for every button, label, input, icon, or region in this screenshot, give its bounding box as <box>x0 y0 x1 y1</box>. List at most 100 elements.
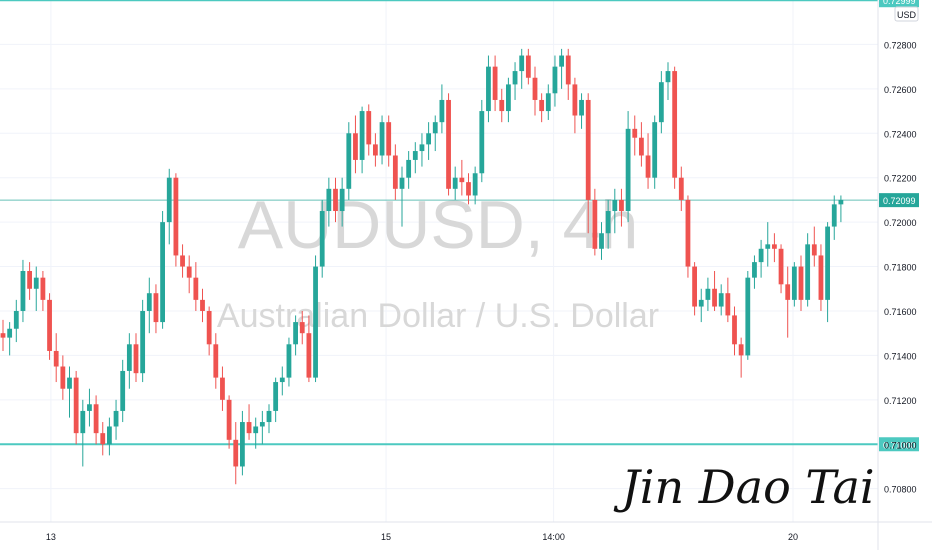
candle <box>678 166 684 212</box>
price-axis[interactable]: 0.70800 0.71000 0.71200 0.71400 0.71600 0.718… <box>877 0 917 550</box>
currency-badge-group[interactable]: USD <box>894 6 919 22</box>
candle-body <box>545 93 551 112</box>
candle-body <box>40 277 46 300</box>
candle <box>126 333 132 389</box>
candle <box>133 333 139 383</box>
candle <box>220 366 225 411</box>
candle <box>240 410 245 476</box>
candle <box>506 77 511 123</box>
candle-body <box>652 122 658 178</box>
candle-body <box>785 284 791 300</box>
candle <box>286 337 292 387</box>
candle <box>87 388 92 427</box>
candle <box>80 399 86 467</box>
candle <box>100 422 106 456</box>
candle-body <box>439 99 445 123</box>
candle <box>333 177 338 223</box>
candle <box>818 244 824 311</box>
candle <box>712 270 717 311</box>
candle-body <box>259 422 265 427</box>
candle <box>386 115 392 167</box>
y-tick-label: 0.72600 <box>884 85 917 95</box>
candle <box>366 104 372 156</box>
candle <box>107 417 112 456</box>
candle-body <box>273 382 279 411</box>
candle <box>432 115 438 152</box>
candle <box>479 99 485 183</box>
candle-body <box>778 248 784 285</box>
candle <box>146 277 152 334</box>
candle-body <box>732 315 737 345</box>
candle-body <box>246 422 252 434</box>
signature-group: Jin Dao Tai <box>613 460 874 514</box>
candle <box>259 410 265 445</box>
candle-body <box>200 299 205 311</box>
candle-body <box>579 99 584 116</box>
candle <box>525 48 531 85</box>
candle-body <box>519 55 525 72</box>
candle-body <box>811 244 817 256</box>
candle-body <box>406 159 412 178</box>
candle-body <box>60 366 66 389</box>
candle-body <box>140 310 146 374</box>
candle-body <box>572 84 578 116</box>
level-price-label: 0.71000 <box>883 440 916 450</box>
signature: Jin Dao Tai <box>613 460 874 514</box>
candle <box>253 417 259 449</box>
candle-body <box>446 99 451 189</box>
candle <box>685 195 691 278</box>
candle <box>73 370 79 445</box>
candle-body <box>133 344 139 374</box>
candle <box>565 48 571 100</box>
candle-body <box>166 177 172 223</box>
candle <box>33 266 39 311</box>
candle <box>359 106 365 174</box>
candle <box>745 270 751 360</box>
candle <box>778 244 784 294</box>
candle-body <box>645 155 651 178</box>
candle-body <box>805 244 811 300</box>
time-axis[interactable]: 131514:00202214:00272914:002022514:00101… <box>0 521 932 542</box>
candle <box>738 337 744 378</box>
candle-body <box>565 55 571 85</box>
candle <box>785 266 791 338</box>
candle <box>772 233 777 263</box>
y-tick-label: 0.71400 <box>884 351 917 361</box>
candle <box>213 333 219 389</box>
candle-body <box>366 111 372 145</box>
candle <box>486 55 491 123</box>
level-price-tag <box>879 437 919 452</box>
candle <box>625 111 631 223</box>
candle-body <box>173 177 179 256</box>
candle <box>373 133 378 167</box>
candle-body <box>27 270 32 289</box>
candle-body <box>100 433 106 445</box>
candle-body <box>605 211 611 234</box>
candle-body <box>499 99 505 112</box>
candle <box>599 222 604 260</box>
candle <box>313 255 318 383</box>
candle-body <box>233 439 239 467</box>
candle-body <box>592 199 598 249</box>
candle-body <box>452 177 458 189</box>
candle <box>658 71 664 134</box>
candle <box>612 188 618 234</box>
currency-badge-frame[interactable] <box>894 6 919 22</box>
candle-body <box>552 66 558 94</box>
candle-body <box>180 255 185 267</box>
candle-body <box>718 293 724 307</box>
candle <box>113 399 119 440</box>
candle <box>472 166 478 205</box>
candle-body <box>585 99 591 200</box>
candle-body <box>745 277 751 356</box>
candle-body <box>186 266 192 278</box>
candle <box>811 226 817 267</box>
candle <box>539 93 545 123</box>
candle-body <box>7 328 13 338</box>
candle-body <box>0 333 6 338</box>
candle <box>47 293 52 360</box>
candle <box>326 177 332 227</box>
candle <box>512 62 518 100</box>
